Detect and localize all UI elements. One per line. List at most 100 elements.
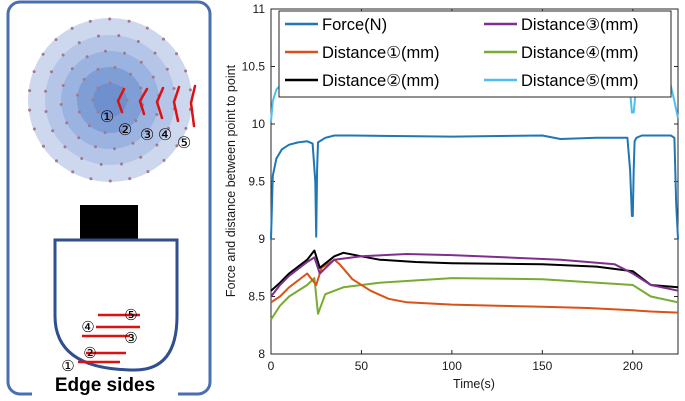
measurement-dot — [136, 40, 140, 43]
measurement-dot — [94, 145, 97, 149]
y-tick-label: 8 — [258, 347, 265, 361]
measurement-dot — [127, 19, 131, 23]
measurement-dot — [54, 38, 58, 42]
measurement-dot — [63, 145, 67, 149]
measurement-dot — [175, 52, 178, 56]
measurement-dot — [65, 121, 69, 125]
measurement-dot — [108, 179, 112, 183]
measurement-dot — [70, 26, 74, 30]
measurement-dot — [96, 86, 100, 90]
measurement-dot — [113, 147, 116, 151]
measurement-dot — [184, 69, 188, 73]
series-line-1 — [270, 258, 679, 314]
legend-label-distance-2: Distance②(mm) — [322, 72, 439, 90]
y-tick-label: 8.5 — [248, 290, 265, 304]
measurement-dot — [55, 159, 58, 163]
measurement-dot — [75, 93, 79, 97]
measurement-dot — [153, 51, 157, 55]
series-line-3 — [270, 253, 679, 298]
series-line-4 — [270, 277, 679, 321]
measurement-dot — [155, 143, 159, 147]
measurement-dot — [32, 70, 36, 74]
edge-lines — [78, 313, 140, 364]
measurement-dot — [113, 65, 117, 69]
measurement-dot — [123, 51, 126, 55]
y-tick-label: 10.5 — [242, 60, 266, 74]
measurement-dot — [61, 53, 65, 57]
measurement-dot — [88, 19, 92, 23]
measurement-dot — [151, 75, 155, 79]
measurement-dot — [51, 129, 55, 133]
measurement-dot — [184, 126, 188, 130]
measurement-dot — [146, 170, 150, 174]
edge-sides-label: Edge sides — [55, 375, 155, 396]
measurement-dot — [96, 110, 100, 114]
measurement-dot — [103, 131, 107, 135]
measurement-dot — [99, 162, 103, 166]
ring-label-4: ④ — [158, 125, 172, 144]
measurement-dot — [117, 34, 121, 38]
y-tick-label: 11 — [253, 2, 266, 16]
measurement-dot — [44, 89, 48, 93]
ring-inner — [93, 83, 127, 117]
y-tick-label: 9 — [258, 232, 265, 246]
legend: Force(N) Distance①(mm) Distance②(mm) Dis… — [278, 10, 672, 98]
y-tick-label: 9.5 — [248, 175, 265, 189]
measurement-dot — [104, 49, 107, 53]
measurement-dot — [175, 144, 179, 148]
measurement-dots — [28, 17, 192, 183]
measurement-dot — [91, 98, 95, 102]
measurement-dot — [50, 70, 53, 74]
measurement-dot — [128, 177, 132, 181]
ring-label-1: ① — [100, 107, 114, 126]
measurement-dot — [155, 113, 159, 116]
edge-label-3: ③ — [124, 329, 137, 347]
measurement-dot — [162, 158, 166, 162]
measurement-dot — [80, 157, 84, 160]
y-axis-label: Force and distance between point to poin… — [224, 64, 238, 297]
edge-label-4: ④ — [81, 318, 94, 336]
measurement-dot — [59, 103, 63, 106]
y-axis: 8 8.5 9 9.5 10 10.5 11 — [242, 2, 678, 361]
x-tick-label: 200 — [623, 359, 643, 373]
ring-label-2: ② — [118, 120, 132, 139]
measurement-dot — [165, 67, 169, 71]
measurement-dot — [131, 141, 135, 145]
cup-outline — [53, 238, 179, 372]
edge-label-2: ② — [83, 344, 96, 362]
measurement-dot — [61, 84, 65, 87]
measurement-dot — [44, 110, 48, 113]
measurement-dot — [167, 126, 170, 130]
ring-label-5: ⑤ — [177, 133, 191, 152]
measurement-dot — [70, 67, 74, 71]
legend-label-distance-5: Distance⑤(mm) — [521, 72, 638, 90]
marker-1 — [116, 87, 126, 114]
connector-block — [80, 205, 138, 240]
measurement-dot — [71, 170, 75, 174]
marker-5 — [189, 84, 197, 128]
marker-4 — [172, 85, 181, 123]
measurement-dot — [87, 124, 91, 128]
measurement-dot — [146, 129, 150, 133]
measurement-dot — [145, 26, 149, 30]
measurement-dot — [28, 89, 32, 93]
measurement-dot — [108, 81, 112, 85]
measurement-dot — [139, 155, 143, 159]
x-axis-label: Time(s) — [453, 377, 495, 391]
measurement-dot — [108, 115, 112, 119]
measurement-dot — [125, 98, 129, 102]
pad-rings — [28, 18, 192, 182]
ring-labels: ① ② ③ ④ ⑤ — [100, 107, 191, 152]
measurement-dot — [89, 177, 93, 181]
measurement-dot — [77, 41, 81, 45]
legend-box — [278, 10, 672, 98]
left-diagram: ① ② ③ ④ ⑤ ① ② ③ ④ ⑤ Edge sides — [6, 0, 212, 396]
x-tick-label: 50 — [355, 359, 369, 373]
measurement-dot — [77, 110, 81, 114]
legend-label-distance-1: Distance①(mm) — [322, 44, 439, 62]
measurement-dot — [188, 88, 192, 92]
measurement-dot — [77, 136, 81, 140]
marker-3 — [155, 86, 165, 120]
edge-label-bg — [32, 374, 178, 396]
